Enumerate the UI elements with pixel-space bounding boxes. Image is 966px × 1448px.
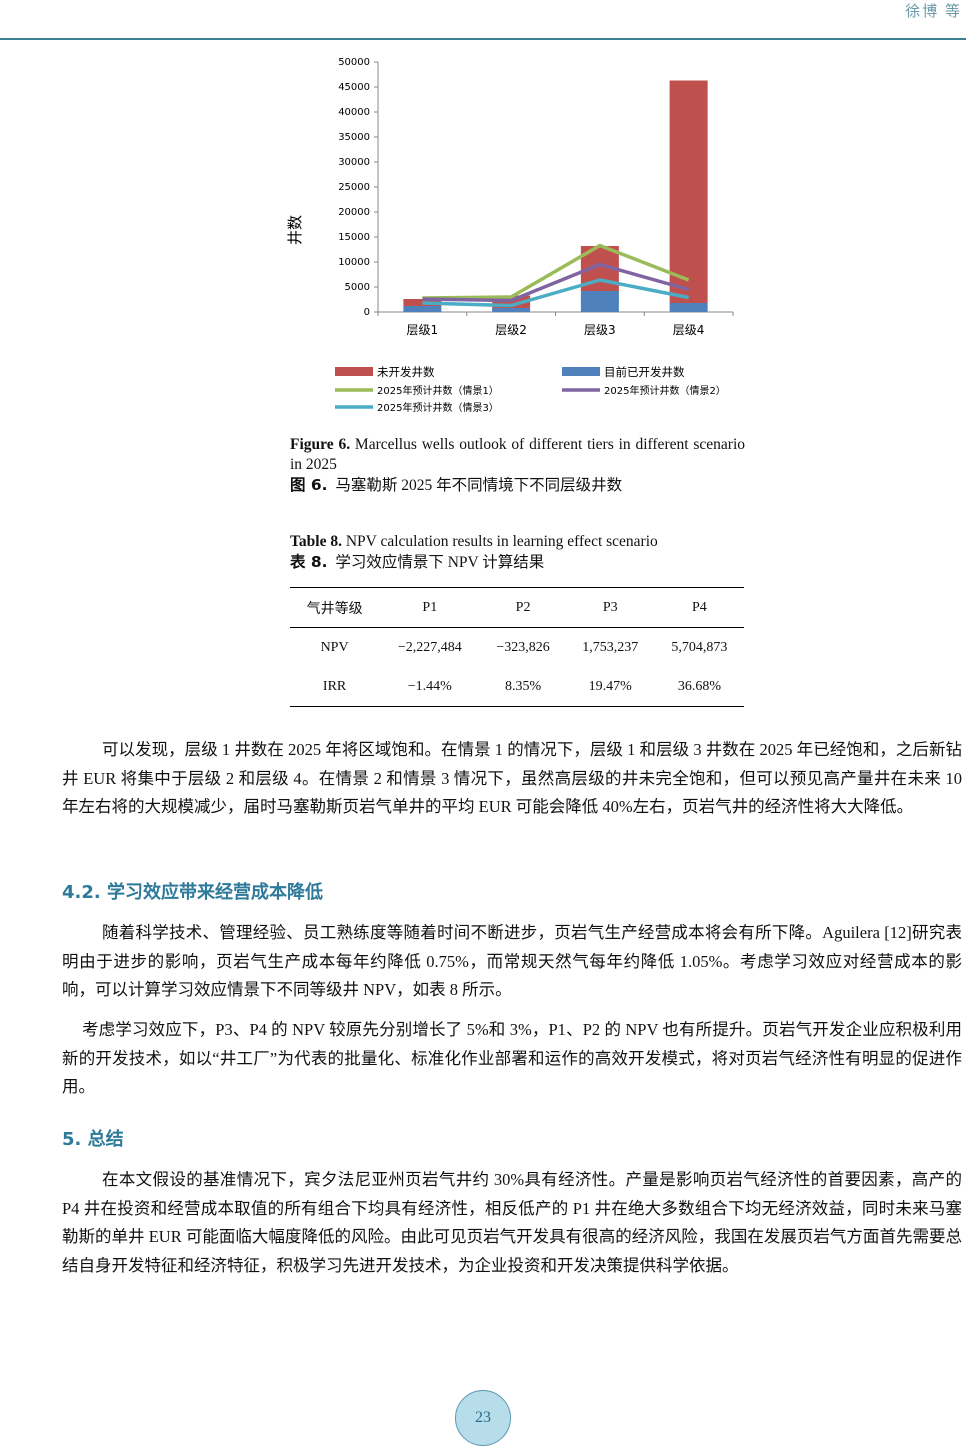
y-tick-label: 35000 <box>338 132 370 143</box>
y-tick-label: 10000 <box>338 257 370 268</box>
figure-label-en: Figure 6. <box>290 436 351 453</box>
wells-chart: 0 5000 10000 15000 20000 25000 30000 35000 40000… <box>286 57 734 414</box>
table-label-zh: 表 8. <box>290 553 328 571</box>
line-scenario-1 <box>422 243 690 300</box>
cell: 1,753,237 <box>582 639 639 655</box>
table-label-en: Table 8. <box>290 533 342 550</box>
table-header-row: 气井等级 P1 P2 P3 P4 <box>290 587 744 628</box>
bar-developed <box>669 303 708 312</box>
cell: 8.35% <box>504 678 542 694</box>
line-scenario-3 <box>422 278 689 308</box>
table-row: NPV −2,227,484 −323,826 1,753,237 5,704,… <box>290 628 744 668</box>
section-heading: 4.2. 学习效应带来经营成本降低 <box>62 882 323 903</box>
cell: −1.44% <box>407 678 452 694</box>
bar-developed <box>580 291 619 312</box>
y-tick-label: 15000 <box>338 232 370 243</box>
figure-label-zh: 图 6. <box>290 476 328 494</box>
x-tick-label: 层级4 <box>673 323 705 337</box>
bar-undeveloped <box>403 299 442 306</box>
line-scenario-2 <box>422 262 690 303</box>
y-tick-label: 25000 <box>338 182 370 193</box>
x-tick-label: 层级1 <box>407 323 439 337</box>
y-tick-label: 40000 <box>338 107 370 118</box>
header-rule <box>0 38 966 40</box>
legend-label: 未开发井数 <box>377 365 435 379</box>
paragraph: 随着科学技术、管理经验、员工熟练度等随着时间不断进步，页岩气生产经营成本将会有所… <box>62 923 962 999</box>
x-tick-label: 层级3 <box>584 323 616 337</box>
y-tick-label: 20000 <box>338 207 370 218</box>
section-heading: 5. 总结 <box>62 1129 124 1150</box>
bar-developed <box>403 306 442 312</box>
legend-label: 2025年预计井数（情景1） <box>377 384 499 397</box>
cell: NPV <box>320 639 349 655</box>
bar-developed <box>492 308 531 312</box>
paragraph: 考虑学习效应下，P3、P4 的 NPV 较原先分别增长了 5%和 3%，P1、P… <box>62 1020 962 1096</box>
paragraph: 在本文假设的基准情况下，宾夕法尼亚州页岩气井约 30%具有经济性。产量是影响页岩… <box>62 1170 962 1275</box>
table-text-zh: 学习效应情景下 NPV 计算结果 <box>335 554 545 571</box>
cell: 19.47% <box>588 678 632 694</box>
cell: −2,227,484 <box>397 639 462 655</box>
col-header: P4 <box>692 599 707 615</box>
cell: 5,704,873 <box>671 639 728 655</box>
table-row: IRR −1.44% 8.35% 19.47% 36.68% <box>290 667 744 707</box>
col-header: 气井等级 <box>306 601 363 617</box>
legend-label: 2025年预计井数（情景2） <box>604 384 726 397</box>
y-tick-label: 0 <box>364 307 370 318</box>
col-header: P2 <box>515 599 531 615</box>
legend-swatch <box>562 367 600 376</box>
legend-label: 目前已开发井数 <box>604 365 685 379</box>
figure-text-en: Marcellus wells outlook of different tie… <box>290 436 745 473</box>
running-header-authors: 徐博 等 <box>905 4 962 20</box>
paragraph: 可以发现，层级 1 井数在 2025 年将区域饱和。在情景 1 的情况下，层级 … <box>62 740 962 816</box>
figure-caption: Figure 6. Marcellus wells outlook of dif… <box>290 435 745 496</box>
table-text-en: NPV calculation results in learning effe… <box>345 533 658 550</box>
table-caption: Table 8. NPV calculation results in lear… <box>290 532 745 573</box>
x-tick-label: 层级2 <box>495 323 527 337</box>
col-header: P3 <box>602 599 618 615</box>
cell: 36.68% <box>677 678 721 694</box>
bar-undeveloped <box>669 80 708 303</box>
y-tick-label: 30000 <box>338 157 370 168</box>
page-number: 23 <box>455 1390 511 1446</box>
y-axis-label: 井数 <box>286 215 304 245</box>
figure-text-zh: 马塞勒斯 2025 年不同情境下不同层级井数 <box>335 477 623 494</box>
cell: −323,826 <box>496 639 550 655</box>
y-tick-label: 45000 <box>338 82 370 93</box>
npv-table: 气井等级 P1 P2 P3 P4 NPV −2,227,484 −323,826… <box>290 587 744 707</box>
cell: IRR <box>322 678 347 694</box>
col-header: P1 <box>422 599 438 615</box>
legend-label: 2025年预计井数（情景3） <box>377 401 499 414</box>
legend-swatch <box>335 367 373 376</box>
y-tick-label: 5000 <box>345 282 370 293</box>
y-tick-label: 50000 <box>338 57 370 68</box>
